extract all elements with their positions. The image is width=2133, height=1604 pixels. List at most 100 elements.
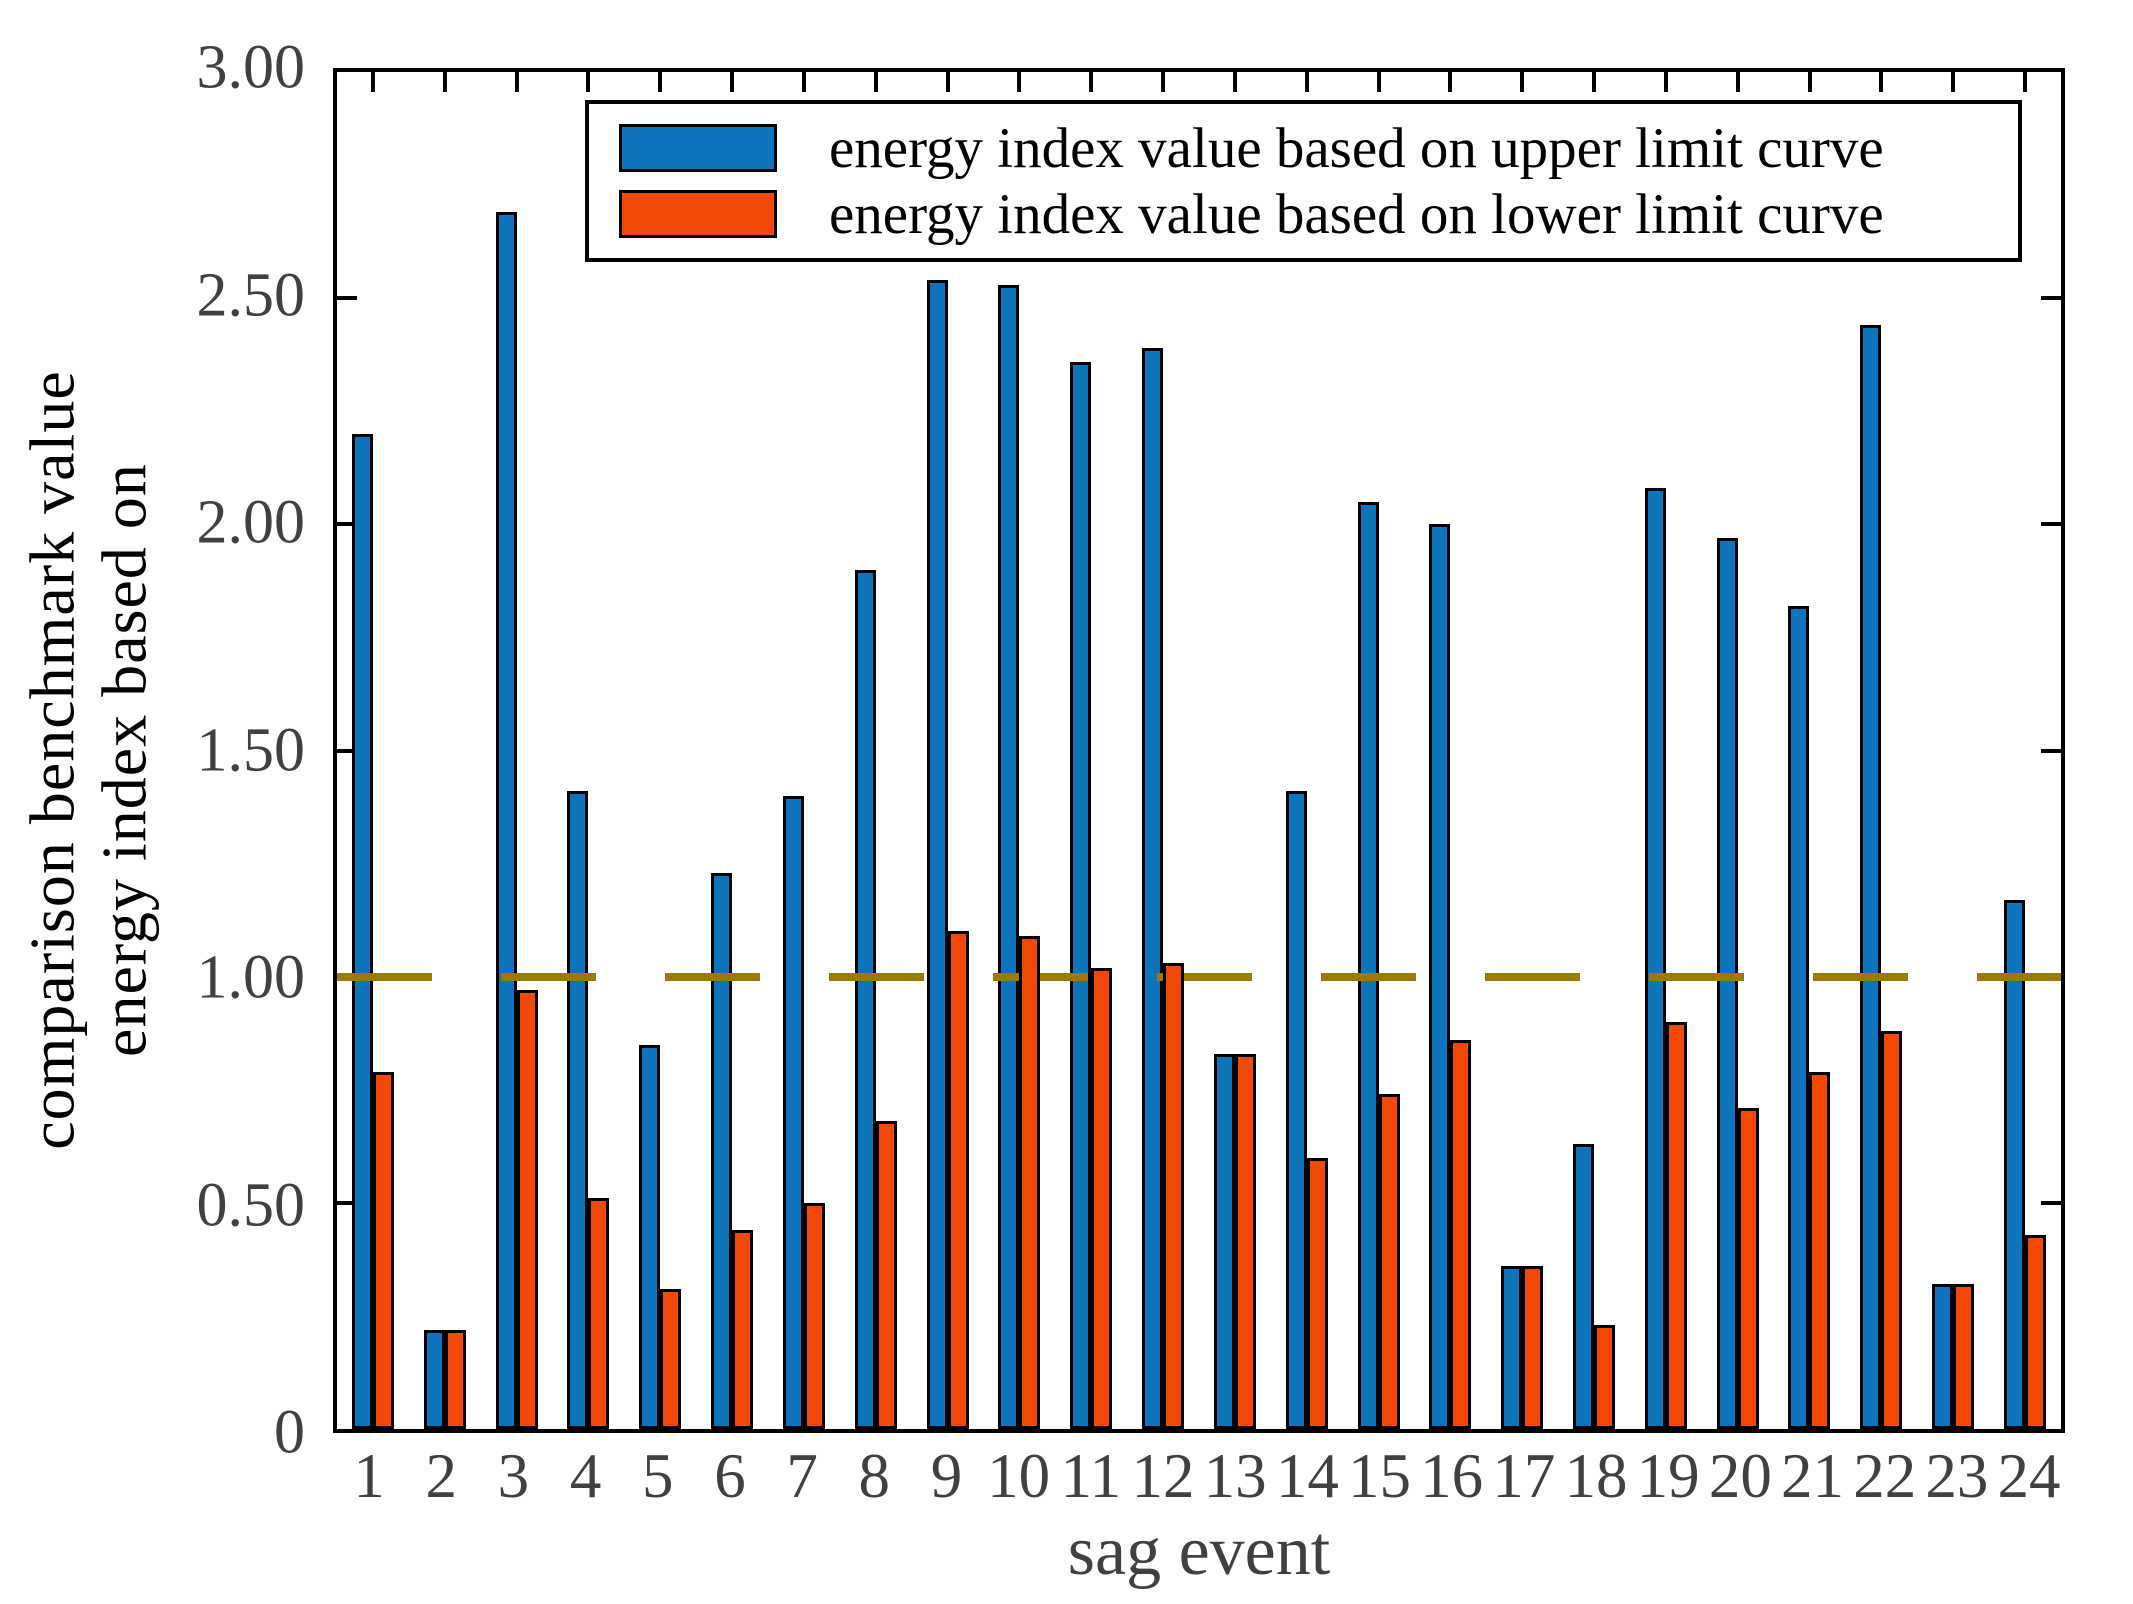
bar-upper-13 bbox=[1213, 1053, 1235, 1429]
benchmark-reference-line bbox=[337, 972, 2061, 981]
x-tick-top-23 bbox=[1951, 72, 1956, 92]
x-tick-top-22 bbox=[1879, 72, 1884, 92]
bar-group-1 bbox=[337, 72, 409, 1429]
bar-upper-21 bbox=[1788, 605, 1810, 1429]
x-tick-top-15 bbox=[1376, 72, 1381, 92]
y-tick-label-0: 0 bbox=[274, 1398, 305, 1467]
x-tick-top-6 bbox=[730, 72, 735, 92]
x-tick-top-3 bbox=[514, 72, 519, 92]
x-tick-top-16 bbox=[1448, 72, 1453, 92]
bar-upper-19 bbox=[1644, 488, 1666, 1429]
y-tick-label-1.50: 1.50 bbox=[196, 716, 306, 784]
bar-group-6 bbox=[696, 72, 768, 1429]
x-tick-label-9: 9 bbox=[930, 1441, 963, 1511]
bar-lower-14 bbox=[1306, 1157, 1328, 1429]
y-tick-left bbox=[337, 296, 357, 301]
y-tick-right bbox=[2041, 1200, 2061, 1205]
bar-group-23 bbox=[1917, 72, 1989, 1429]
bar-group-19 bbox=[1630, 72, 1702, 1429]
y-tick-label-2.00: 2.00 bbox=[196, 488, 306, 557]
bar-lower-10 bbox=[1019, 935, 1041, 1429]
x-tick-top-2 bbox=[442, 72, 447, 92]
bar-group-4 bbox=[552, 72, 624, 1429]
legend-swatch-upper-icon bbox=[619, 124, 777, 172]
x-tick-top-11 bbox=[1089, 72, 1094, 92]
bar-upper-9 bbox=[926, 280, 948, 1429]
x-tick-label-1: 1 bbox=[353, 1441, 385, 1511]
bar-lower-21 bbox=[1809, 1071, 1831, 1429]
y-axis-tick-labels: 3.00 2.50 2.00 1.50 1.00 0.50 0 bbox=[0, 34, 321, 1467]
x-tick-label-2: 2 bbox=[425, 1441, 458, 1511]
bar-group-22 bbox=[1845, 72, 1917, 1429]
bar-lower-3 bbox=[516, 990, 538, 1429]
bar-lower-5 bbox=[660, 1288, 682, 1429]
bar-lower-1 bbox=[372, 1071, 394, 1429]
x-tick-label-8: 8 bbox=[858, 1441, 891, 1511]
legend-swatch-lower-icon bbox=[619, 190, 777, 238]
legend-label-lower: energy index value based on lower limit … bbox=[829, 182, 1884, 246]
bar-lower-6 bbox=[732, 1229, 754, 1429]
bar-lower-7 bbox=[803, 1202, 825, 1429]
x-tick-label-3: 3 bbox=[497, 1441, 530, 1511]
x-tick-label-7: 7 bbox=[786, 1441, 818, 1511]
y-tick-label-0.50: 0.50 bbox=[196, 1171, 306, 1239]
bar-upper-14 bbox=[1285, 791, 1307, 1429]
bar-upper-3 bbox=[495, 212, 517, 1429]
bar-group-3 bbox=[481, 72, 553, 1429]
x-tick-top-21 bbox=[1807, 72, 1812, 92]
bar-upper-1 bbox=[351, 433, 373, 1429]
bar-lower-17 bbox=[1522, 1266, 1544, 1429]
bar-lower-9 bbox=[947, 931, 969, 1429]
x-tick-top-5 bbox=[658, 72, 663, 92]
bar-group-8 bbox=[840, 72, 912, 1429]
legend: energy index value based on upper limit … bbox=[585, 100, 2022, 262]
x-tick-top-13 bbox=[1232, 72, 1237, 92]
legend-row-lower: energy index value based on lower limit … bbox=[619, 182, 2018, 246]
y-tick-left bbox=[337, 522, 357, 527]
y-tick-left bbox=[337, 748, 357, 753]
bar-upper-11 bbox=[1070, 361, 1092, 1429]
y-tick-left bbox=[337, 1200, 357, 1205]
x-tick-top-7 bbox=[801, 72, 806, 92]
y-tick-right bbox=[2041, 748, 2061, 753]
bar-lower-16 bbox=[1450, 1040, 1472, 1429]
bar-lower-18 bbox=[1593, 1324, 1615, 1429]
y-tick-label-1.00: 1.00 bbox=[196, 943, 306, 1012]
bar-upper-15 bbox=[1357, 501, 1379, 1429]
x-tick-top-24 bbox=[2023, 72, 2028, 92]
x-tick-label-5: 5 bbox=[642, 1441, 674, 1511]
x-tick-top-14 bbox=[1304, 72, 1309, 92]
x-tick-label-4: 4 bbox=[569, 1441, 602, 1511]
x-tick-top-17 bbox=[1520, 72, 1525, 92]
bar-group-17 bbox=[1486, 72, 1558, 1429]
bar-group-24 bbox=[1989, 72, 2061, 1429]
y-tick-label-3.00: 3.00 bbox=[196, 33, 306, 102]
bar-group-11 bbox=[1055, 72, 1127, 1429]
x-tick-label-13: 13 bbox=[1203, 1441, 1267, 1511]
legend-label-upper: energy index value based on upper limit … bbox=[829, 116, 1884, 180]
bar-upper-5 bbox=[639, 1044, 661, 1429]
bar-group-10 bbox=[983, 72, 1055, 1429]
bar-group-2 bbox=[409, 72, 481, 1429]
y-tick-right bbox=[2041, 296, 2061, 301]
x-axis-title: sag event bbox=[1067, 1513, 1331, 1590]
bar-upper-22 bbox=[1860, 325, 1882, 1429]
bar-group-14 bbox=[1271, 72, 1343, 1429]
x-tick-top-9 bbox=[945, 72, 950, 92]
x-tick-label-14: 14 bbox=[1275, 1441, 1339, 1511]
x-tick-top-19 bbox=[1663, 72, 1668, 92]
bar-lower-23 bbox=[1953, 1284, 1975, 1429]
x-tick-label-24: 24 bbox=[1997, 1441, 2061, 1511]
bar-lower-12 bbox=[1163, 963, 1185, 1429]
bar-lower-8 bbox=[875, 1121, 897, 1429]
x-tick-label-18: 18 bbox=[1564, 1441, 1628, 1511]
x-tick-label-15: 15 bbox=[1347, 1441, 1411, 1511]
legend-row-upper: energy index value based on upper limit … bbox=[619, 116, 2018, 180]
bar-upper-20 bbox=[1716, 537, 1738, 1429]
bar-upper-23 bbox=[1932, 1284, 1954, 1429]
bar-group-9 bbox=[912, 72, 984, 1429]
bar-upper-6 bbox=[711, 872, 733, 1429]
bar-series-container bbox=[337, 72, 2061, 1429]
bar-upper-4 bbox=[567, 791, 589, 1429]
